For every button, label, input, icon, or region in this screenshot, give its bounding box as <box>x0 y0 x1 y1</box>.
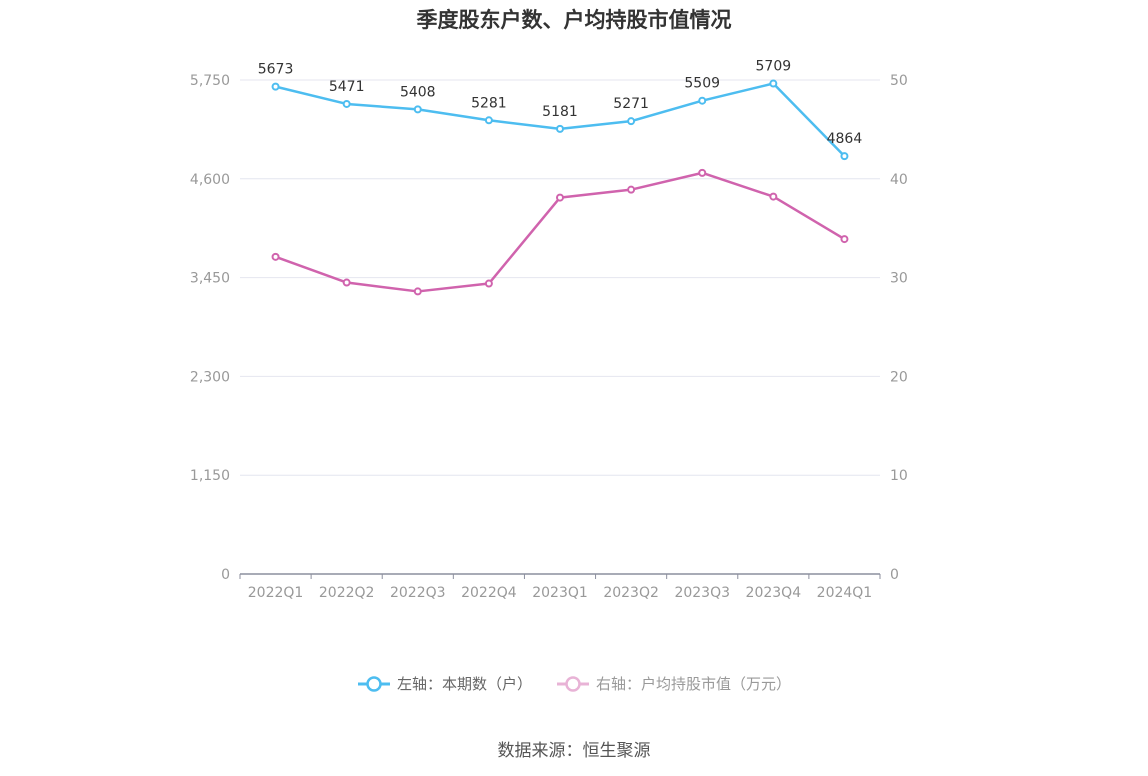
legend-right-marker-icon <box>557 675 589 692</box>
data-point-left <box>413 105 422 114</box>
y-left-tick-label: 2,300 <box>190 369 230 385</box>
y-right-tick-label: 40 <box>890 172 908 188</box>
data-label: 5181 <box>542 104 578 120</box>
data-point-left <box>342 99 351 108</box>
x-tick-label: 2022Q4 <box>461 585 517 601</box>
x-tick-label: 2023Q3 <box>674 585 730 601</box>
x-tick-label: 2022Q3 <box>390 585 446 601</box>
y-left-tick-label: 4,600 <box>190 172 230 188</box>
y-right-tick-label: 20 <box>890 369 908 385</box>
data-label: 4864 <box>827 131 863 147</box>
x-tick-label: 2024Q1 <box>817 585 873 601</box>
y-right-tick-label: 0 <box>890 567 899 583</box>
data-point-right <box>342 278 351 287</box>
y-right-tick-label: 10 <box>890 468 908 484</box>
data-point-left <box>840 152 849 161</box>
y-right-tick-label: 50 <box>890 73 908 89</box>
legend-left-marker-icon <box>357 675 390 692</box>
y-left-tick-label: 1,150 <box>190 468 230 484</box>
series-line-right <box>275 171 846 293</box>
data-label: 5471 <box>329 79 365 95</box>
data-point-right <box>484 279 493 288</box>
data-labels: 5673 5471 5408 5281 5181 5271 5509 5709 4864 <box>258 59 863 148</box>
data-point-left <box>698 96 707 105</box>
legend: 左轴：本期数（户） 右轴：户均持股市值（万元） <box>0 673 1148 694</box>
data-point-right <box>627 185 636 194</box>
legend-item-right[interactable]: 右轴：户均持股市值（万元） <box>556 673 791 694</box>
y-left-tick-label: 5,750 <box>190 73 230 89</box>
y-right-tick-label: 30 <box>890 271 908 287</box>
data-point-left <box>484 116 493 125</box>
legend-left-label: 左轴：本期数（户） <box>396 675 532 693</box>
data-label: 5509 <box>684 76 720 92</box>
x-tick-label: 2022Q2 <box>319 585 375 601</box>
x-tick-label: 2022Q1 <box>248 585 304 601</box>
y-left-tick-label: 0 <box>221 567 230 583</box>
data-label: 5709 <box>756 59 792 75</box>
grid-lines <box>240 79 880 476</box>
data-point-right <box>556 193 564 202</box>
x-tick-label: 2023Q2 <box>603 585 659 601</box>
x-tick-label: 2023Q4 <box>746 585 802 601</box>
data-point-left <box>271 82 280 91</box>
y-right-ticks: 0 10 20 30 40 50 <box>890 73 908 583</box>
x-tick-label: 2023Q1 <box>532 585 588 601</box>
data-point-right <box>769 192 778 201</box>
axes <box>239 573 881 579</box>
data-label: 5281 <box>471 95 507 111</box>
data-label: 5271 <box>613 96 649 112</box>
data-point-right <box>698 168 707 177</box>
data-point-left <box>556 124 564 133</box>
data-point-right <box>413 287 422 296</box>
data-point-right <box>840 235 849 244</box>
data-point-left <box>769 79 778 88</box>
legend-right-label: 右轴：户均持股市值（万元） <box>596 675 792 693</box>
chart-title: 季度股东户数、户均持股市值情况 <box>416 8 732 32</box>
series-lines <box>271 79 849 296</box>
data-point-left <box>627 117 636 126</box>
x-ticks: 2022Q1 2022Q2 2022Q3 2022Q4 2023Q1 2023Q2 2023… <box>248 585 872 601</box>
data-point-right <box>271 252 280 261</box>
data-label: 5673 <box>258 62 294 78</box>
y-left-ticks: 0 1,150 2,300 3,450 4,600 5,750 <box>190 73 230 583</box>
y-left-tick-label: 3,450 <box>190 271 230 287</box>
legend-item-left[interactable]: 左轴：本期数（户） <box>357 673 532 694</box>
data-label: 5408 <box>400 84 436 100</box>
data-source: 数据来源：恒生聚源 <box>497 741 651 761</box>
